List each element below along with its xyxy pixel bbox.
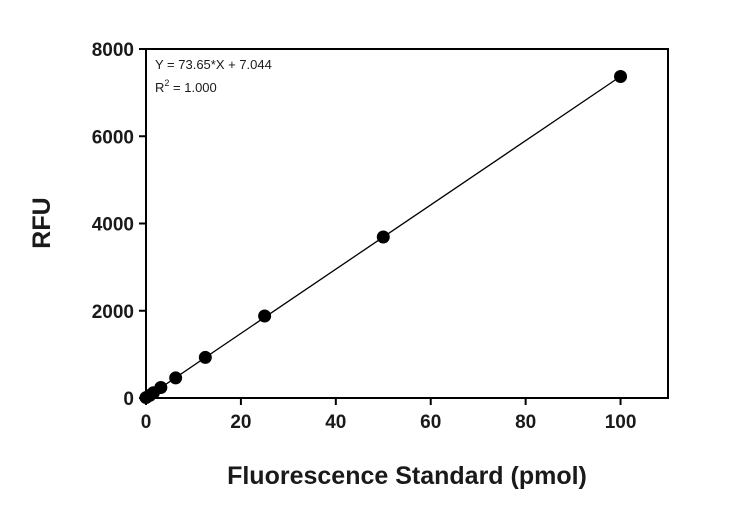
y-tick-label: 8000 [92,40,134,61]
y-tick-label: 0 [123,389,134,410]
r-squared-base: R [155,80,164,95]
data-point [198,350,212,364]
x-axis: 0 20 40 60 80 100 [141,398,637,433]
r-squared-superscript: 2 [164,78,169,88]
r-squared-value: = 1.000 [169,80,216,95]
data-points [139,69,628,405]
plot-area [139,48,669,405]
y-tick-label: 2000 [92,302,134,323]
y-axis: 0 2000 4000 6000 8000 [92,40,146,410]
data-point [258,309,272,323]
x-tick-label: 40 [325,412,346,433]
x-tick-label: 20 [230,412,251,433]
y-axis-title: RFU [28,197,56,248]
y-tick-label: 4000 [92,215,134,236]
x-axis-title: Fluorescence Standard (pmol) [227,462,587,490]
y-tick-label: 6000 [92,127,134,148]
x-tick-label: 80 [515,412,536,433]
r-squared: R2 = 1.000 [155,78,217,95]
fit-equation: Y = 73.65*X + 7.044 [155,57,272,72]
data-point [169,371,183,385]
x-tick-label: 100 [605,412,637,433]
x-tick-label: 60 [420,412,441,433]
data-point [614,69,628,83]
data-point [154,381,168,395]
plot-frame [145,48,669,399]
data-point [376,230,390,244]
x-tick-label: 0 [141,412,152,433]
